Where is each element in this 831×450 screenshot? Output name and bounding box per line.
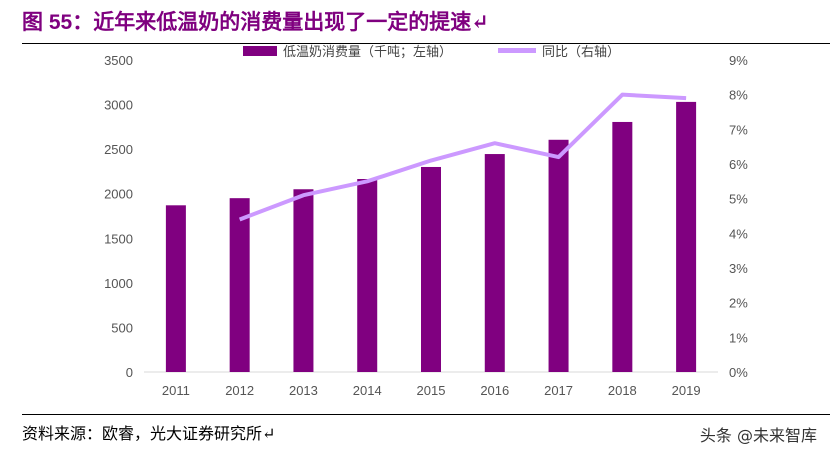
legend-label-bar: 低温奶消费量（千吨；左轴）	[283, 45, 452, 60]
y-left-tick-label: 2500	[104, 142, 133, 157]
y-left-tick-label: 2000	[104, 187, 133, 202]
x-tick-label: 2018	[608, 383, 637, 398]
y-left-tick-label: 3000	[104, 98, 133, 113]
title-rule	[22, 43, 830, 44]
y-left-tick-label: 500	[111, 320, 133, 335]
legend-swatch-bar	[243, 46, 277, 56]
y-right-tick-label: 3%	[729, 261, 748, 276]
source-rule	[22, 414, 830, 415]
y-right-tick-label: 6%	[729, 157, 748, 172]
y-right-tick-label: 8%	[729, 88, 748, 103]
x-tick-label: 2012	[225, 383, 254, 398]
y-left-tick-label: 1000	[104, 276, 133, 291]
figure-title: 图 55：近年来低温奶的消费量出现了一定的提速↵	[22, 6, 489, 36]
x-tick-label: 2011	[162, 383, 190, 398]
y-right-tick-label: 1%	[729, 330, 748, 345]
source-note: 资料来源：欧睿，光大证券研究所↵	[22, 424, 276, 443]
figure-number: 图 55：	[22, 11, 94, 34]
y-right-tick-label: 2%	[729, 296, 748, 311]
x-tick-label: 2016	[480, 383, 509, 398]
y-left-tick-label: 3500	[104, 53, 133, 68]
y-right-tick-label: 7%	[729, 122, 748, 137]
y-right-tick-label: 5%	[729, 192, 748, 207]
x-tick-label: 2014	[353, 383, 382, 398]
bar-2012	[229, 198, 250, 372]
y-right-tick-label: 4%	[729, 226, 748, 241]
legend-label-line: 同比（右轴）	[542, 45, 620, 60]
y-right-tick-label: 9%	[729, 53, 748, 68]
bar-2014	[357, 179, 378, 372]
x-tick-label: 2017	[544, 383, 573, 398]
bar-2018	[612, 121, 633, 372]
x-tick-label: 2019	[672, 383, 701, 398]
watermark: 头条 @未来智库	[699, 426, 817, 445]
yoy-line	[238, 92, 687, 222]
y-right-tick-label: 0%	[729, 365, 748, 380]
bar-2011	[165, 205, 186, 372]
bar-2013	[293, 189, 314, 372]
bar-2016	[484, 154, 505, 372]
bar-2015	[421, 166, 441, 372]
y-left-tick-label: 0	[126, 365, 133, 380]
y-left-tick-label: 1500	[104, 231, 133, 246]
x-tick-label: 2013	[289, 383, 318, 398]
bar-2017	[548, 139, 569, 372]
figure-caption: 近年来低温奶的消费量出现了一定的提速↵	[93, 9, 489, 34]
legend-swatch-line	[498, 48, 536, 53]
x-tick-label: 2015	[417, 383, 446, 398]
bar-2019	[676, 101, 697, 372]
